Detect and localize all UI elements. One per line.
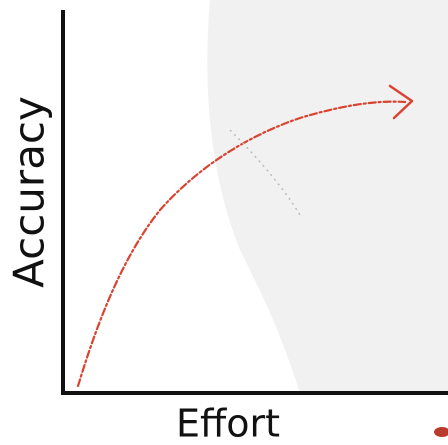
background-shape (207, 0, 448, 393)
decoration (434, 427, 448, 437)
x-axis-label: Effort (176, 402, 280, 445)
effort-accuracy-curve (76, 100, 407, 388)
faint-trace (229, 129, 301, 216)
y-axis-label: Accuracy (5, 96, 54, 288)
curve-arrowhead (388, 84, 414, 120)
